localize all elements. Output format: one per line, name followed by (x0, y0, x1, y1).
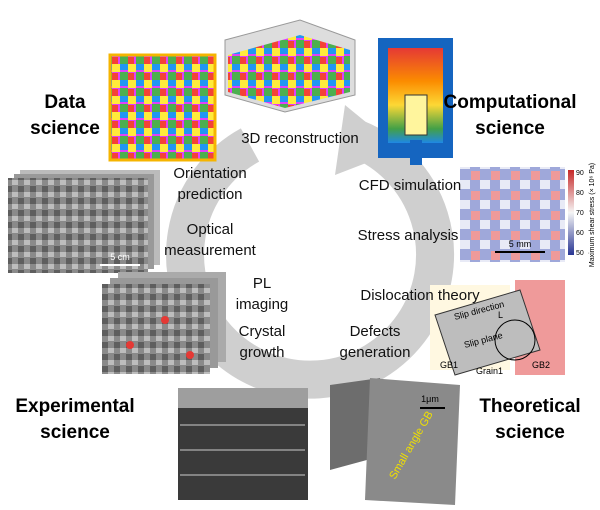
step-label-line: generation (340, 344, 411, 361)
quadrant-title-line: Computational (444, 92, 577, 113)
quadrant-title: Experimental science (15, 396, 134, 443)
colorbar-tick: 80 (576, 190, 584, 197)
step-label-line: Stress analysis (358, 227, 459, 244)
gb2: GB2 (532, 360, 550, 370)
step-label-line: 3D reconstruction (241, 130, 359, 147)
step-label: Optical measurement (164, 221, 257, 259)
step-label: Stress analysis (358, 227, 459, 244)
step-label-line: imaging (236, 296, 289, 313)
step-label: Crystal growth (239, 323, 286, 361)
step-label-line: Defects (350, 323, 401, 340)
step-label: Orientation prediction (173, 165, 246, 203)
colorbar-title: Maximum shear stress (× 10⁶ Pa) (589, 163, 596, 267)
quadrant-title: Data science (30, 92, 100, 139)
step-label-line: Dislocation theory (360, 287, 480, 304)
quadrant-title-line: science (495, 422, 565, 443)
quadrant-title: Computational science (444, 92, 577, 139)
scale-label: 1μm (421, 394, 439, 404)
step-label-line: Optical (187, 221, 234, 238)
quadrant-title-line: Data (44, 92, 86, 113)
colorbar-tick: 70 (576, 210, 584, 217)
image-stress: 5 mm 90 80 70 60 50 Maximum shear stress (× … (460, 163, 596, 267)
scale-label: 5 cm (110, 252, 130, 262)
image-pl (102, 272, 226, 374)
image-dislocation: Slip direction Slip plane L GB1 Grain1 G… (430, 280, 565, 376)
image-data-science (108, 53, 217, 162)
quadrant-title-line: science (475, 118, 545, 139)
step-label-line: growth (239, 344, 284, 361)
step-label-line: Crystal (239, 323, 286, 340)
step-label-line: prediction (177, 186, 242, 203)
step-label: 3D reconstruction (241, 130, 359, 147)
step-label: PL imaging (236, 275, 289, 313)
colorbar-tick: 50 (576, 250, 584, 257)
gb1: GB1 (440, 360, 458, 370)
grain1: Grain1 (476, 366, 503, 376)
image-defects: 1μm Small angle GB (330, 378, 460, 505)
step-label-line: measurement (164, 242, 257, 259)
step-label: Defects generation (340, 323, 411, 361)
quadrant-title-line: Experimental (15, 396, 134, 417)
dislocation-l: L (498, 310, 503, 320)
cycle-arrow (166, 105, 455, 399)
image-sem: 5 cm (8, 170, 160, 273)
quadrant-title: Theoretical science (479, 396, 580, 443)
colorbar-tick: 60 (576, 230, 584, 237)
step-label: Dislocation theory (360, 287, 480, 304)
image-3d-reconstruction (224, 19, 356, 113)
step-label-line: PL (253, 275, 271, 292)
image-crystal-blocks (178, 388, 308, 500)
quadrant-title-line: Theoretical (479, 396, 580, 417)
scale-label: 5 mm (509, 239, 532, 249)
quadrant-title-line: science (40, 422, 110, 443)
step-label: CFD simulation (359, 177, 462, 194)
quadrant-title-line: science (30, 118, 100, 139)
image-cfd (378, 38, 453, 165)
colorbar-tick: 90 (576, 170, 584, 177)
step-label-line: CFD simulation (359, 177, 462, 194)
step-label-line: Orientation (173, 165, 246, 182)
